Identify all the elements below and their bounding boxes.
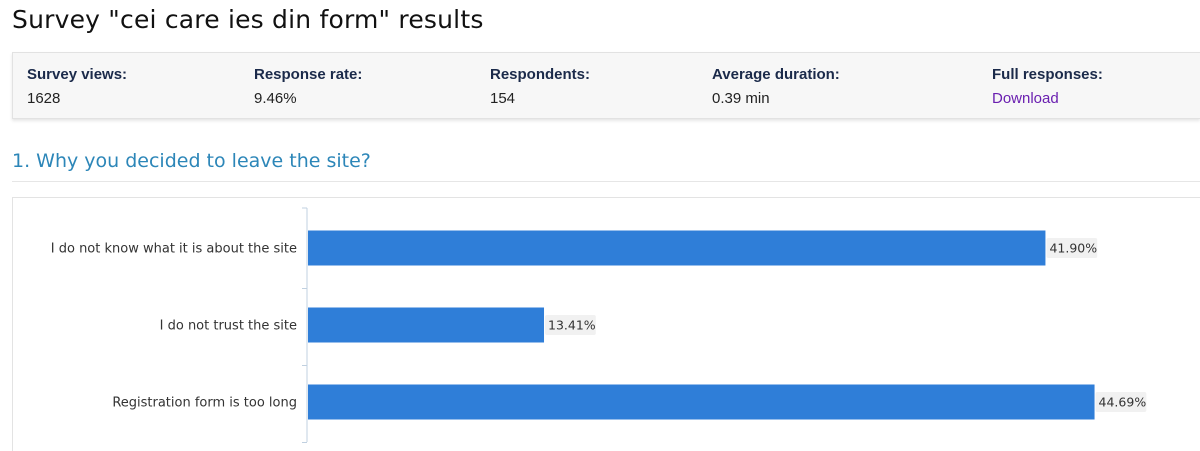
stat-response-rate: Response rate: 9.46% [254, 66, 362, 108]
download-link[interactable]: Download [992, 90, 1059, 107]
respondents-label: Respondents: [490, 66, 591, 83]
response-rate-label: Response rate: [254, 66, 363, 83]
stat-full-responses: Full responses: Download [992, 66, 1103, 108]
stat-survey-views: Survey views: 1628 [27, 66, 127, 108]
data-label: 44.69% [1099, 395, 1147, 410]
page-title: Survey "cei care ies din form" results [12, 5, 484, 34]
full-responses-label: Full responses: [992, 66, 1103, 83]
data-label-background [1095, 392, 1147, 412]
question-title: 1. Why you decided to leave the site? [12, 150, 371, 172]
average-duration-value: 0.39 min [712, 90, 770, 107]
respondents-value: 154 [490, 90, 516, 107]
bar [308, 384, 1095, 420]
category-label: I do not trust the site [160, 319, 297, 334]
average-duration-label: Average duration: [712, 66, 840, 83]
data-label: 41.90% [1049, 241, 1097, 256]
chart-container: I do not know what it is about the site 4… [12, 197, 1200, 451]
data-label-background [1046, 238, 1098, 258]
response-rate-value: 9.46% [254, 90, 297, 107]
survey-stats-panel: Survey views: 1628 Response rate: 9.46% … [12, 52, 1200, 119]
divider [12, 181, 1200, 182]
category-label: Registration form is too long [112, 396, 297, 411]
data-label: 13.41% [548, 318, 596, 333]
survey-views-label: Survey views: [27, 66, 128, 83]
data-label-background [545, 315, 596, 335]
bar [308, 307, 545, 343]
bar-chart: I do not know what it is about the site 4… [51, 207, 1147, 443]
survey-views-value: 1628 [27, 90, 61, 107]
bar [308, 230, 1046, 266]
stat-average-duration: Average duration: 0.39 min [712, 66, 840, 108]
category-label: I do not know what it is about the site [51, 242, 297, 257]
stat-respondents: Respondents: 154 [490, 66, 590, 108]
